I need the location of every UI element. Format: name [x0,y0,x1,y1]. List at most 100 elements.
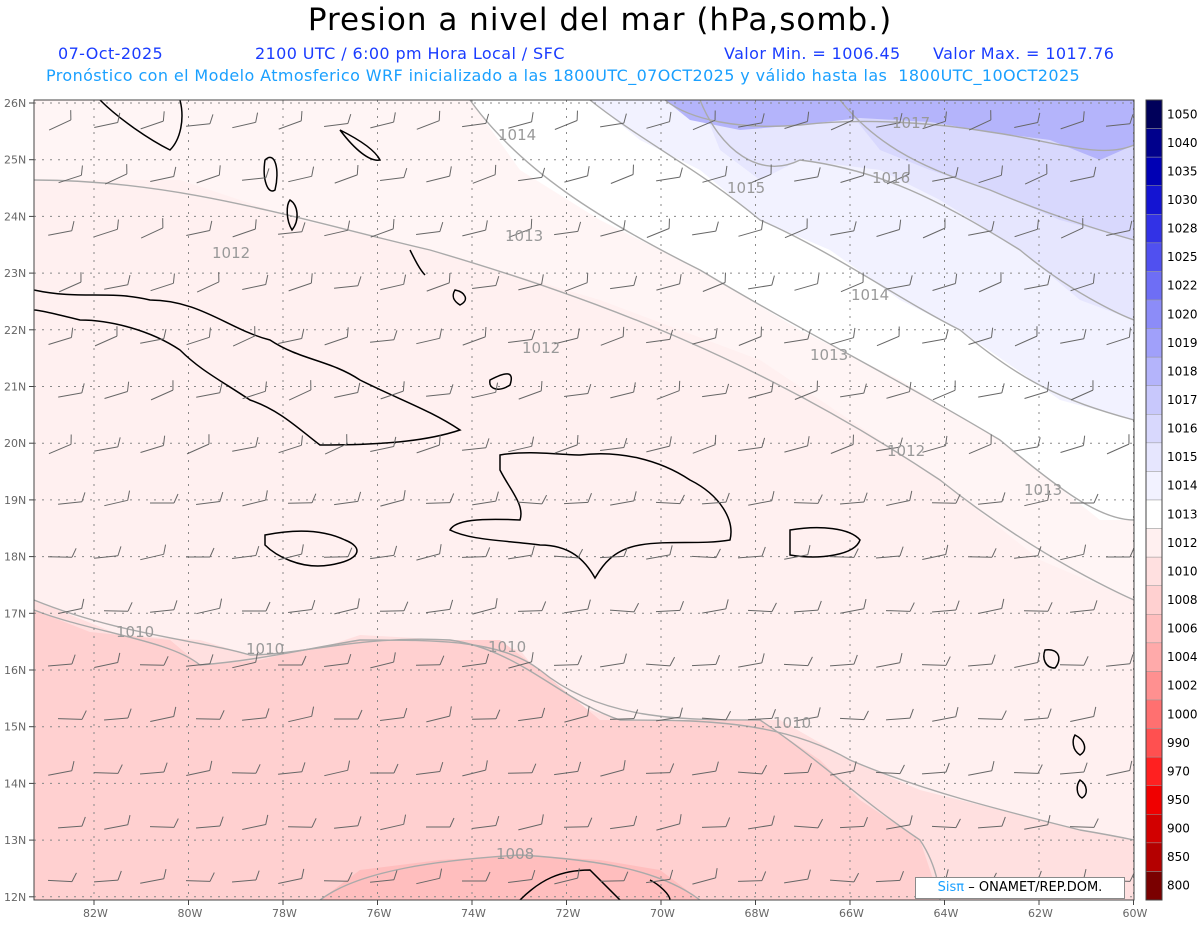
wind-barb [1024,708,1052,721]
contour-label: 1016 [872,169,910,187]
wind-barb [599,546,628,559]
wind-barb [462,438,490,451]
wind-barb [231,764,261,774]
wind-barb [334,276,362,289]
wind-barb [876,653,903,668]
wind-barb [600,653,627,668]
lon-tick-label: 68W [745,907,770,920]
colorbar-label: 990 [1167,736,1190,750]
wind-barb [656,814,682,831]
wind-barb [149,818,179,828]
wind-barb [610,164,634,184]
wind-barb [840,272,864,293]
wind-barb [472,598,498,615]
colorbar-swatch [1145,99,1163,129]
wind-barb [370,545,398,560]
wind-barb [600,220,626,237]
colorbar-swatch [1145,585,1163,615]
contour-label: 1010 [116,623,154,641]
wind-barb [462,113,490,128]
contour-label: 1010 [773,714,811,732]
wind-barb [609,709,639,720]
lon-tick-label: 76W [367,907,392,920]
wind-barb [324,113,352,127]
wind-barb [196,491,224,505]
wind-barb [140,111,165,130]
colorbar-label: 1030 [1167,193,1198,207]
wind-barb [324,653,352,667]
wind-barb [737,764,768,775]
wind-barb [185,872,215,882]
wind-barb [599,871,629,882]
wind-barb [554,328,580,345]
colorbar-label: 1018 [1167,364,1198,378]
wind-barb [876,326,900,347]
wind-barb [875,764,905,775]
wind-barb [196,272,220,293]
wind-barb [104,815,131,830]
wind-barb [1106,547,1135,558]
wind-barb [196,383,223,398]
wind-barb [370,652,396,669]
wind-barb [876,113,903,128]
wind-barb [876,437,903,452]
wind-barb [380,274,407,291]
wind-barb [609,602,640,613]
wind-barb [334,709,363,720]
wind-barb [472,164,497,184]
lat-tick-label: 21N [4,381,26,394]
max-value-label: Valor Max. = 1017.76 [933,44,1115,63]
contour-label: 1013 [1024,481,1062,499]
wind-barb [646,111,672,129]
wind-barb [472,491,499,506]
wind-barb [1060,544,1087,561]
wind-barb [462,760,488,777]
longitude-axis: 82W 80W 78W 76W 74W 72W 70W 68W 66W 64W 62W 60W [83,900,1147,920]
wind-barb [471,709,501,720]
wind-barb [793,600,822,613]
wind-barb [416,221,444,235]
wind-barb [600,326,625,346]
contour-label: 1013 [810,346,848,364]
wind-barb [186,547,215,558]
colorbar-swatch [1145,671,1163,701]
wind-barb [287,493,317,504]
wind-barb [978,598,1005,614]
wind-barb [692,434,717,454]
wind-barb [415,655,445,666]
wind-barb [242,708,270,721]
wind-barb [462,327,487,346]
wind-barb [508,652,534,669]
wind-barb [370,763,399,774]
time-label: 2100 UTC / 6:00 pm Hora Local / SFC [255,44,565,63]
wind-barb [461,547,491,558]
colorbar-swatch [1145,214,1163,244]
wind-barb [94,219,119,238]
wind-barb [747,602,777,613]
wind-barb [1014,546,1042,559]
wind-barb [748,491,775,506]
wind-barb [564,166,590,183]
wind-barb [563,817,593,828]
lat-tick-label: 25N [4,154,26,167]
wind-barb [646,218,670,238]
wind-barb [242,274,269,290]
wind-barb [426,384,454,397]
wind-barb [793,818,824,829]
wind-barb [186,220,213,236]
wind-barb [140,435,166,453]
wind-barb [748,815,775,830]
wind-barb [324,327,349,346]
wind-barb [186,434,210,455]
wind-barb [1060,435,1086,453]
wind-barb [748,275,775,290]
wind-barb [232,326,256,347]
wind-barb [794,273,820,291]
wind-barb [692,221,719,236]
wind-barb [656,274,682,291]
wind-barb [839,710,869,721]
wind-barb [380,814,407,831]
colorbar-swatch [1145,871,1163,901]
pressure-colorbar: 1050 1040 1035 1030 1028 1025 1022 1020 1019 1018… [1145,99,1198,901]
wind-barb [518,707,546,722]
